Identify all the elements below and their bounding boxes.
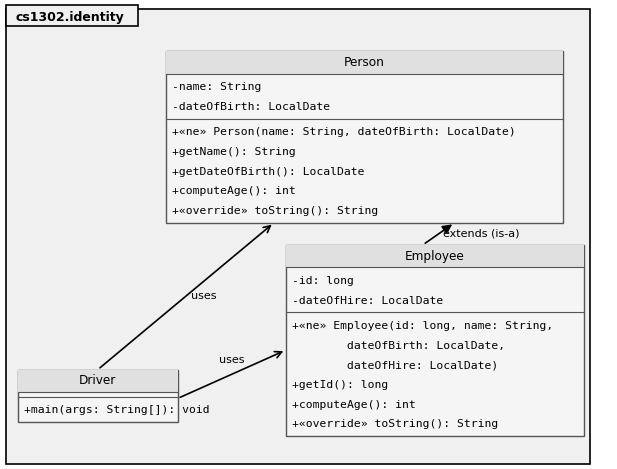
Text: -dateOfBirth: LocalDate: -dateOfBirth: LocalDate xyxy=(172,102,329,112)
Text: +«ne» Person(name: String, dateOfBirth: LocalDate): +«ne» Person(name: String, dateOfBirth: … xyxy=(172,127,515,137)
FancyBboxPatch shape xyxy=(165,51,563,223)
Text: +getName(): String: +getName(): String xyxy=(172,147,296,157)
Text: +computeAge(): int: +computeAge(): int xyxy=(292,400,416,410)
Text: dateOfHire: LocalDate): dateOfHire: LocalDate) xyxy=(292,360,498,371)
Text: +getDateOfBirth(): LocalDate: +getDateOfBirth(): LocalDate xyxy=(172,166,364,177)
FancyBboxPatch shape xyxy=(286,245,584,436)
Text: -id: long: -id: long xyxy=(292,276,354,286)
FancyBboxPatch shape xyxy=(6,9,590,464)
FancyBboxPatch shape xyxy=(165,51,563,74)
Text: uses: uses xyxy=(219,355,244,365)
FancyBboxPatch shape xyxy=(18,370,178,392)
Text: extends (is-a): extends (is-a) xyxy=(442,229,519,239)
Text: +computeAge(): int: +computeAge(): int xyxy=(172,186,296,197)
Text: +getId(): long: +getId(): long xyxy=(292,380,388,390)
Text: uses: uses xyxy=(191,291,217,301)
Text: Person: Person xyxy=(344,56,384,69)
Text: +«ne» Employee(id: long, name: String,: +«ne» Employee(id: long, name: String, xyxy=(292,321,553,331)
Text: Driver: Driver xyxy=(79,374,117,387)
Text: +«override» toString(): String: +«override» toString(): String xyxy=(172,206,378,216)
Text: Employee: Employee xyxy=(405,250,465,263)
FancyBboxPatch shape xyxy=(6,5,138,26)
Text: +main(args: String[]): void: +main(args: String[]): void xyxy=(24,405,210,416)
FancyBboxPatch shape xyxy=(18,370,178,422)
Text: +«override» toString(): String: +«override» toString(): String xyxy=(292,419,498,430)
Text: dateOfBirth: LocalDate,: dateOfBirth: LocalDate, xyxy=(292,340,505,351)
Text: cs1302.identity: cs1302.identity xyxy=(15,11,124,24)
Text: -dateOfHire: LocalDate: -dateOfHire: LocalDate xyxy=(292,295,443,306)
FancyBboxPatch shape xyxy=(286,245,584,267)
Text: -name: String: -name: String xyxy=(172,82,261,92)
